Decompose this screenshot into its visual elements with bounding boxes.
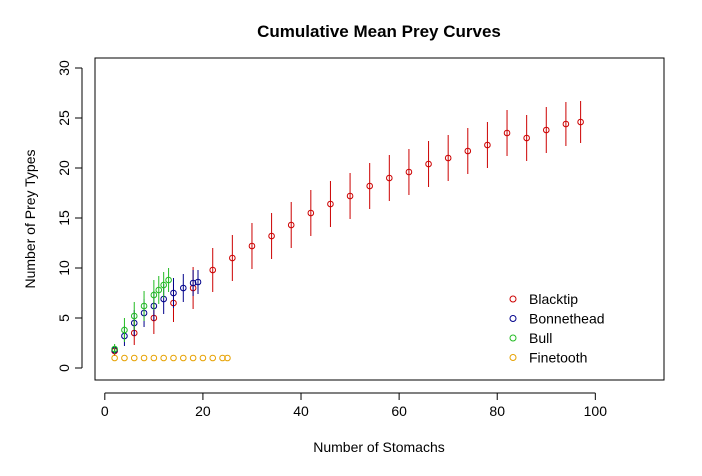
- finetooth-point: [189, 354, 197, 362]
- blacktip-point: [503, 129, 511, 137]
- series-bonnethead: [111, 270, 202, 354]
- blacktip-point: [268, 232, 275, 240]
- y-tick-label: 30: [56, 60, 72, 76]
- series-finetooth: [111, 354, 231, 362]
- finetooth-point: [219, 354, 226, 362]
- series-bull: [111, 268, 172, 354]
- blacktip-point: [444, 154, 452, 162]
- finetooth-point: [199, 354, 207, 362]
- bull-point: [155, 286, 163, 294]
- blacktip-point: [346, 192, 354, 200]
- legend: Blacktip Bonnethead Bull Finetooth: [509, 291, 605, 366]
- blacktip-point: [209, 266, 217, 274]
- blacktip-point: [562, 120, 570, 128]
- legend-marker-bull: [509, 334, 517, 342]
- y-tick-label: 10: [56, 260, 72, 276]
- blacktip-point: [229, 254, 236, 262]
- y-tick-label: 5: [56, 314, 72, 322]
- legend-marker-blacktip: [509, 295, 517, 303]
- finetooth-point: [140, 354, 148, 362]
- y-axis-label: Number of Prey Types: [22, 149, 38, 288]
- bull-point: [150, 291, 158, 299]
- y-axis: 0 5 10 15 20 25 30: [56, 60, 83, 372]
- bonnethead-point: [189, 279, 197, 287]
- finetooth-point: [121, 354, 128, 362]
- bonnethead-point: [194, 278, 202, 286]
- blacktip-point: [366, 182, 373, 190]
- legend-label-finetooth: Finetooth: [529, 350, 587, 366]
- x-tick-label: 100: [584, 403, 608, 419]
- finetooth-point: [111, 354, 118, 362]
- x-tick-label: 80: [489, 403, 505, 419]
- y-tick-label: 0: [56, 364, 72, 372]
- y-tick-label: 15: [56, 210, 72, 226]
- x-tick-label: 20: [195, 403, 211, 419]
- x-tick-label: 0: [101, 403, 109, 419]
- blacktip-point: [542, 126, 550, 134]
- blacktip-point: [405, 168, 413, 176]
- x-axis: 0 20 40 60 80 100: [101, 392, 608, 419]
- legend-label-bonnethead: Bonnethead: [529, 311, 605, 327]
- legend-label-blacktip: Blacktip: [529, 291, 578, 307]
- bull-point: [130, 312, 138, 320]
- finetooth-point: [160, 354, 167, 362]
- bonnethead-point: [179, 284, 187, 292]
- x-axis-label: Number of Stomachs: [313, 439, 445, 455]
- blacktip-point: [425, 160, 432, 168]
- blacktip-point: [386, 174, 393, 182]
- chart-title: Cumulative Mean Prey Curves: [257, 22, 501, 41]
- legend-label-bull: Bull: [529, 330, 552, 346]
- bull-point: [165, 276, 172, 284]
- blacktip-point: [577, 118, 584, 126]
- finetooth-point: [170, 354, 177, 362]
- y-tick-label: 25: [56, 110, 72, 126]
- bull-point: [121, 326, 128, 334]
- finetooth-point: [150, 354, 158, 362]
- bull-point: [160, 281, 167, 289]
- finetooth-point: [130, 354, 138, 362]
- legend-marker-bonnethead: [509, 315, 517, 322]
- plot-box: [94, 57, 665, 381]
- finetooth-point: [209, 354, 217, 362]
- bonnethead-point: [170, 289, 177, 297]
- finetooth-point: [179, 354, 187, 362]
- bull-point: [140, 302, 148, 310]
- blacktip-point: [464, 147, 472, 155]
- x-tick-label: 40: [293, 403, 309, 419]
- blacktip-point: [248, 242, 256, 250]
- blacktip-point: [523, 134, 530, 142]
- blacktip-point: [484, 141, 491, 149]
- finetooth-point: [224, 354, 231, 362]
- blacktip-point: [327, 200, 334, 208]
- series-layer: [111, 101, 584, 362]
- series-blacktip: [111, 101, 584, 356]
- bull-point: [111, 345, 118, 353]
- x-tick-label: 60: [391, 403, 407, 419]
- blacktip-point: [287, 221, 295, 229]
- legend-marker-finetooth: [509, 354, 517, 361]
- y-tick-label: 20: [56, 160, 72, 176]
- blacktip-point: [307, 209, 315, 217]
